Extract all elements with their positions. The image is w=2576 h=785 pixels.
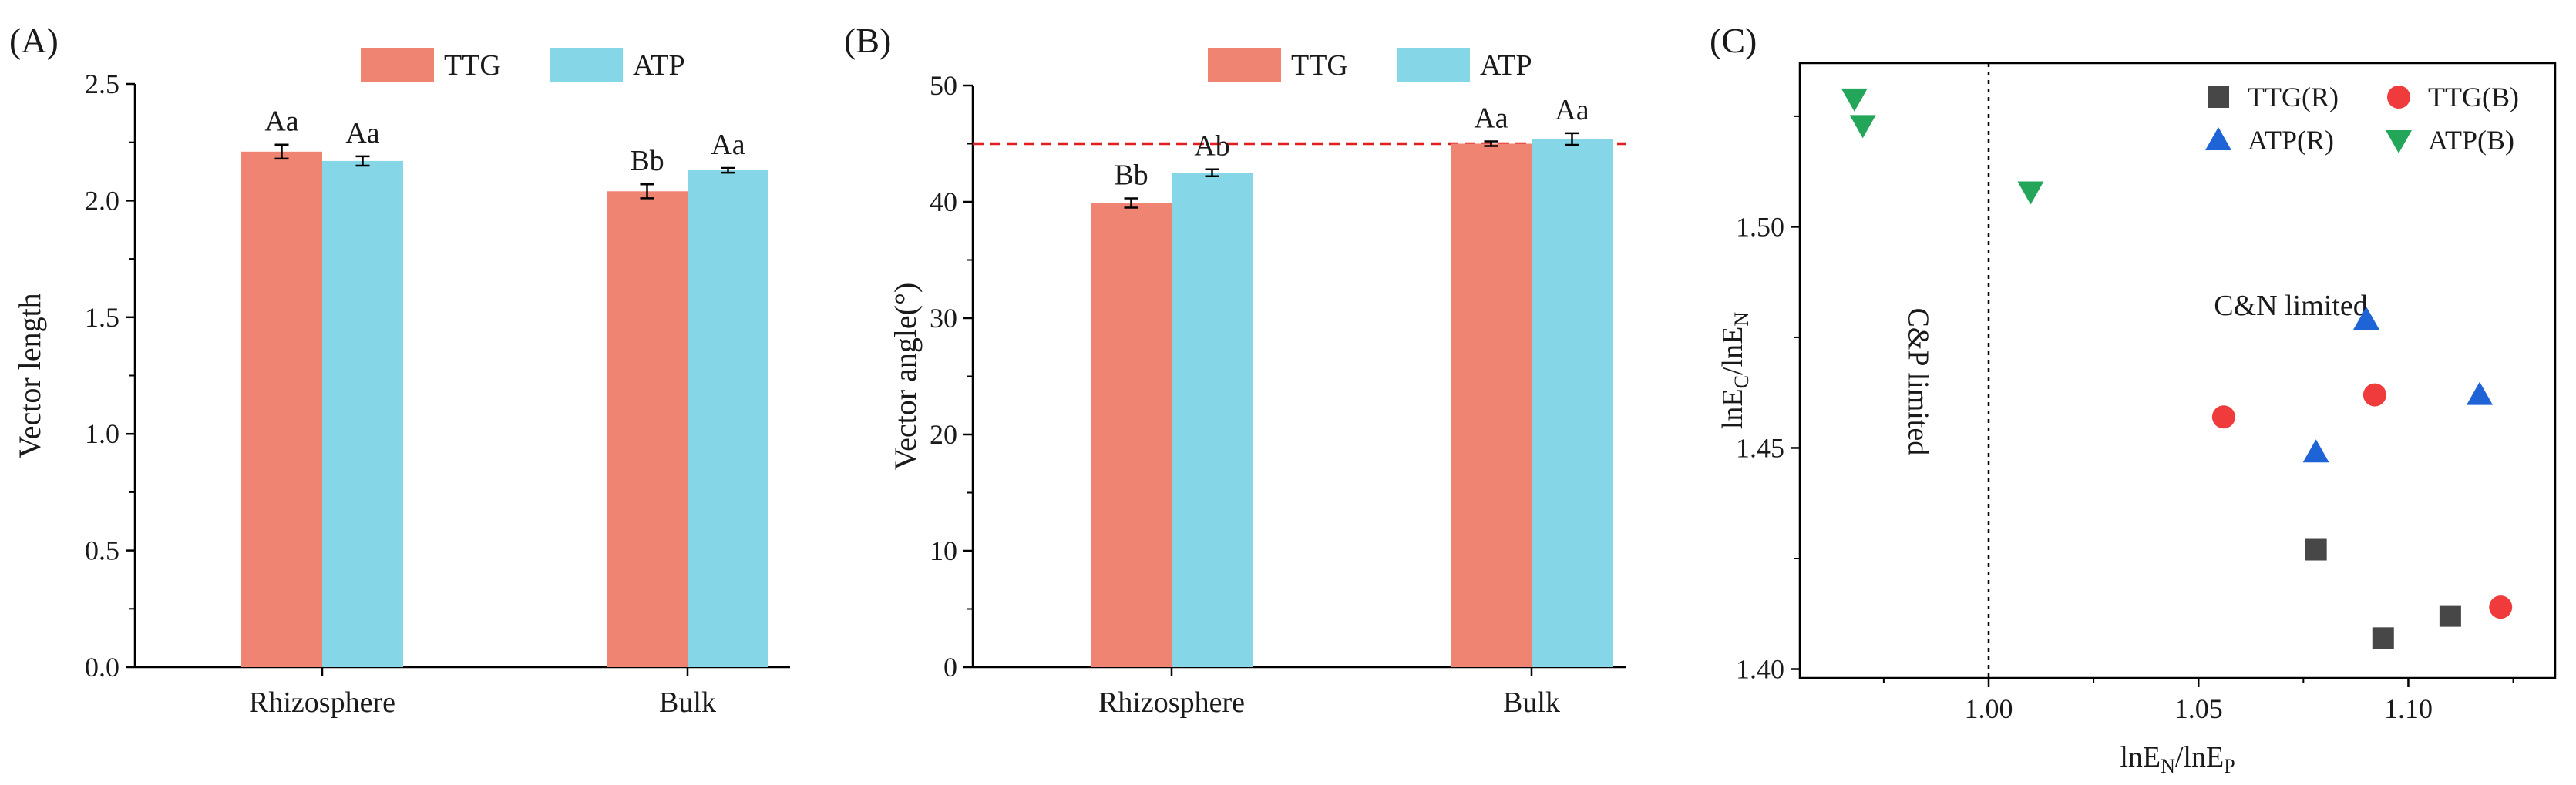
legend-label-ttg-b: TTG(B) [2428, 82, 2519, 112]
bar-atp-rhizosphere [322, 160, 403, 667]
y-tick-label: 1.0 [85, 418, 119, 449]
bar-atp-bulk [1532, 139, 1613, 667]
significance-label: Aa [1555, 94, 1589, 126]
axis-label-subscript: P [2224, 755, 2235, 777]
axis-label-part: lnE [1717, 388, 1749, 429]
legend-label-ttg-r: TTG(R) [2248, 82, 2339, 112]
y-tick-label: 1.45 [1736, 432, 1784, 463]
x-tick-label: 1.05 [2174, 693, 2223, 724]
point-ttg-r [2305, 538, 2327, 561]
region-annotation: C&P limited [1902, 307, 1935, 455]
x-tick-label: Bulk [1503, 686, 1560, 719]
axis-label-part: /lnE [2175, 741, 2224, 773]
chart-panel-b: 0 10 20 30 40 50 Vector angle(°) Rhizosphere Bb A… [888, 48, 1626, 719]
legend-swatch-atp [550, 48, 623, 82]
chart-panel-a: 0.0 0.5 1.0 1.5 2.0 2.5 Vector length Rhizosphe… [12, 48, 790, 719]
point-ttg-b [2489, 595, 2513, 619]
y-tick-label: 30 [930, 303, 957, 334]
y-tick-label: 0.0 [85, 652, 119, 683]
significance-label: Aa [1474, 102, 1508, 134]
y-axis-label: lnEC/lnEN [1717, 312, 1753, 429]
y-tick-label: 0.5 [85, 535, 119, 566]
y-tick-label: 40 [930, 186, 957, 217]
chart-panel-c: 1.00 1.05 1.101.401.451.50lnEN/lnEPlnEC/ln… [1717, 62, 2557, 777]
panel-a-tag: (A) [9, 21, 59, 60]
bar-ttg-bulk [1451, 143, 1532, 667]
plot-frame [1798, 62, 2557, 679]
x-axis-label: lnEN/lnEP [2120, 741, 2235, 777]
legend-label-atp: ATP [1480, 49, 1532, 82]
axis-label-subscript: N [2161, 755, 2175, 777]
point-ttg-b [2362, 383, 2386, 407]
legend-swatch-ttg [361, 48, 434, 82]
significance-label: Bb [630, 145, 664, 177]
y-tick-label: 10 [930, 535, 957, 566]
y-axis-label: Vector length [12, 293, 47, 458]
legend-swatch-ttg [1208, 48, 1281, 82]
significance-label: Bb [1114, 159, 1148, 191]
legend-marker-atp-b [2386, 130, 2412, 153]
x-tick-label: Rhizosphere [249, 686, 395, 719]
y-tick-label: 0 [943, 652, 957, 683]
bar-ttg-rhizosphere [1091, 203, 1172, 667]
y-tick-label: 1.50 [1736, 211, 1784, 242]
point-atp-b [1841, 88, 1868, 112]
significance-label: Aa [345, 117, 379, 149]
y-tick-label: 20 [930, 419, 957, 450]
legend-label-ttg: TTG [444, 49, 501, 82]
legend-label-atp: ATP [633, 49, 685, 82]
bar-atp-bulk [688, 170, 768, 667]
point-atp-r [2467, 381, 2493, 405]
legend-marker-ttg-r [2208, 86, 2229, 108]
x-tick-label: 1.10 [2384, 693, 2433, 724]
point-ttg-r [2439, 605, 2461, 627]
legend-label-atp-r: ATP(R) [2248, 125, 2334, 156]
x-tick-label: Rhizosphere [1098, 686, 1245, 719]
point-atp-r [2353, 306, 2379, 330]
x-tick-label: 1.00 [1965, 693, 2013, 724]
point-atp-b [1849, 115, 1876, 139]
point-ttg-b [2211, 405, 2235, 429]
legend-marker-ttg-b [2387, 86, 2410, 109]
point-atp-r [2302, 439, 2329, 463]
significance-label: Aa [711, 129, 745, 161]
y-tick-label: 50 [930, 70, 957, 101]
point-ttg-r [2372, 627, 2394, 649]
legend-swatch-atp [1397, 48, 1470, 82]
y-tick-label: 1.5 [85, 302, 119, 333]
y-tick-label: 2.0 [85, 185, 119, 216]
axis-label-subscript: C [1730, 375, 1753, 388]
bar-atp-rhizosphere [1172, 173, 1253, 667]
panel-b-tag: (B) [844, 21, 891, 60]
y-tick-label: 2.5 [85, 69, 119, 99]
legend-marker-atp-r [2205, 127, 2231, 150]
panel-c-tag: (C) [1710, 21, 1757, 60]
region-annotation: C&N limited [2214, 290, 2368, 322]
point-atp-b [2017, 181, 2044, 205]
axis-label-part: /lnE [1717, 327, 1749, 375]
significance-label: Aa [264, 106, 298, 138]
bar-ttg-bulk [607, 191, 688, 668]
axis-label-part: lnE [2120, 741, 2161, 773]
x-tick-label: Bulk [659, 686, 716, 719]
legend-label-ttg: TTG [1291, 49, 1348, 82]
bar-ttg-rhizosphere [241, 151, 322, 667]
axis-label-subscript: N [1730, 312, 1753, 327]
y-tick-label: 1.40 [1736, 654, 1784, 685]
y-axis-label: Vector angle(°) [888, 283, 923, 471]
legend-label-atp-b: ATP(B) [2428, 125, 2514, 156]
significance-label: Ab [1194, 130, 1229, 163]
